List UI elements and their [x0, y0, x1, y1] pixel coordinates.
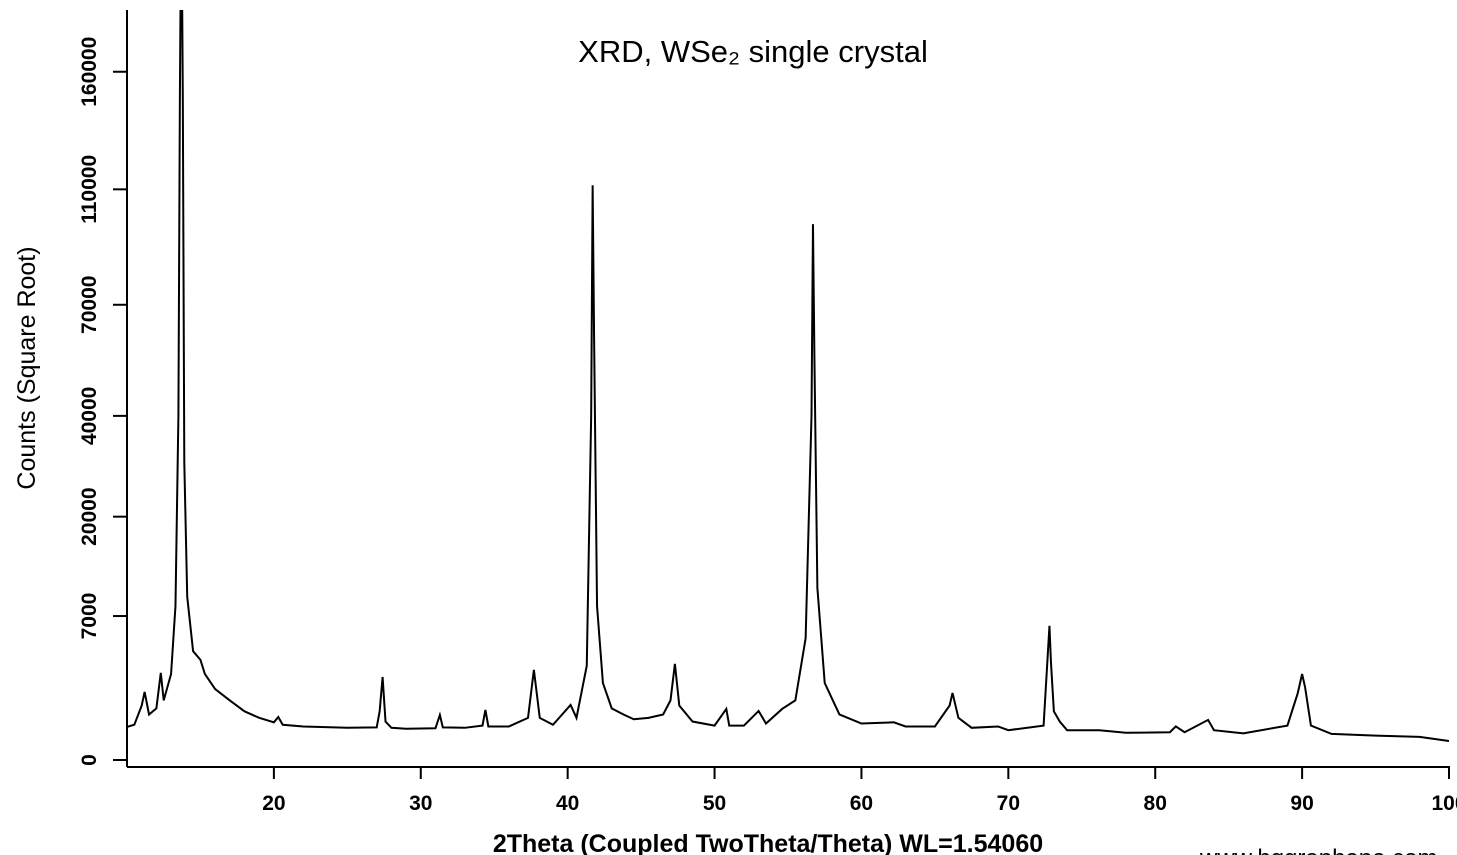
- data-line: [127, 10, 1449, 742]
- x-tick-label: 40: [556, 792, 579, 815]
- x-tick-label: 60: [850, 792, 873, 815]
- y-tick-label: 160000: [78, 37, 101, 107]
- y-tick-label: 40000: [78, 387, 101, 445]
- y-axis-label: Counts (Square Root): [13, 246, 41, 489]
- x-axis-label: 2Theta (Coupled TwoTheta/Theta) WL=1.540…: [493, 830, 1043, 855]
- y-tick-label: 20000: [78, 487, 101, 545]
- y-tick-label: 70000: [78, 276, 101, 334]
- x-tick-label: 20: [262, 792, 285, 815]
- watermark: www.hqgraphene.com: [1199, 845, 1437, 855]
- y-tick-label: 7000: [78, 593, 101, 640]
- x-tick-label: 80: [1144, 792, 1167, 815]
- x-tick-label: 90: [1290, 792, 1313, 815]
- x-tick-label: 100: [1431, 792, 1457, 815]
- chart-title: XRD, WSe₂ single crystal: [578, 34, 928, 69]
- x-tick-label: 30: [409, 792, 432, 815]
- x-tick-label: 70: [997, 792, 1020, 815]
- x-tick-label: 50: [703, 792, 726, 815]
- y-tick-label: 110000: [78, 155, 101, 224]
- y-tick-label: 0: [78, 754, 101, 766]
